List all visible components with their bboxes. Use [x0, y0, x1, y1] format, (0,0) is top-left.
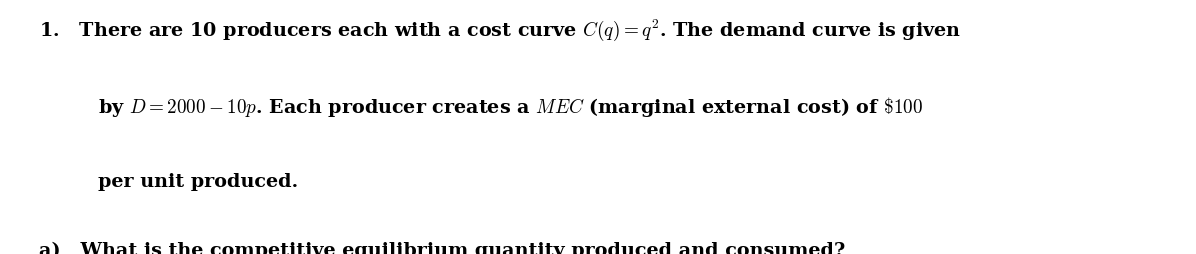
- Text: by $D = 2000 - 10p$. Each producer creates a $\mathit{MEC}$ (marginal external c: by $D = 2000 - 10p$. Each producer creat…: [98, 95, 923, 119]
- Text: per unit produced.: per unit produced.: [98, 173, 298, 191]
- Text: a)   What is the competitive equilibrium quantity produced and consumed?: a) What is the competitive equilibrium q…: [39, 241, 846, 254]
- Text: 1.   There are 10 producers each with a cost curve $C(q) = q^2$. The demand curv: 1. There are 10 producers each with a co…: [39, 18, 962, 43]
